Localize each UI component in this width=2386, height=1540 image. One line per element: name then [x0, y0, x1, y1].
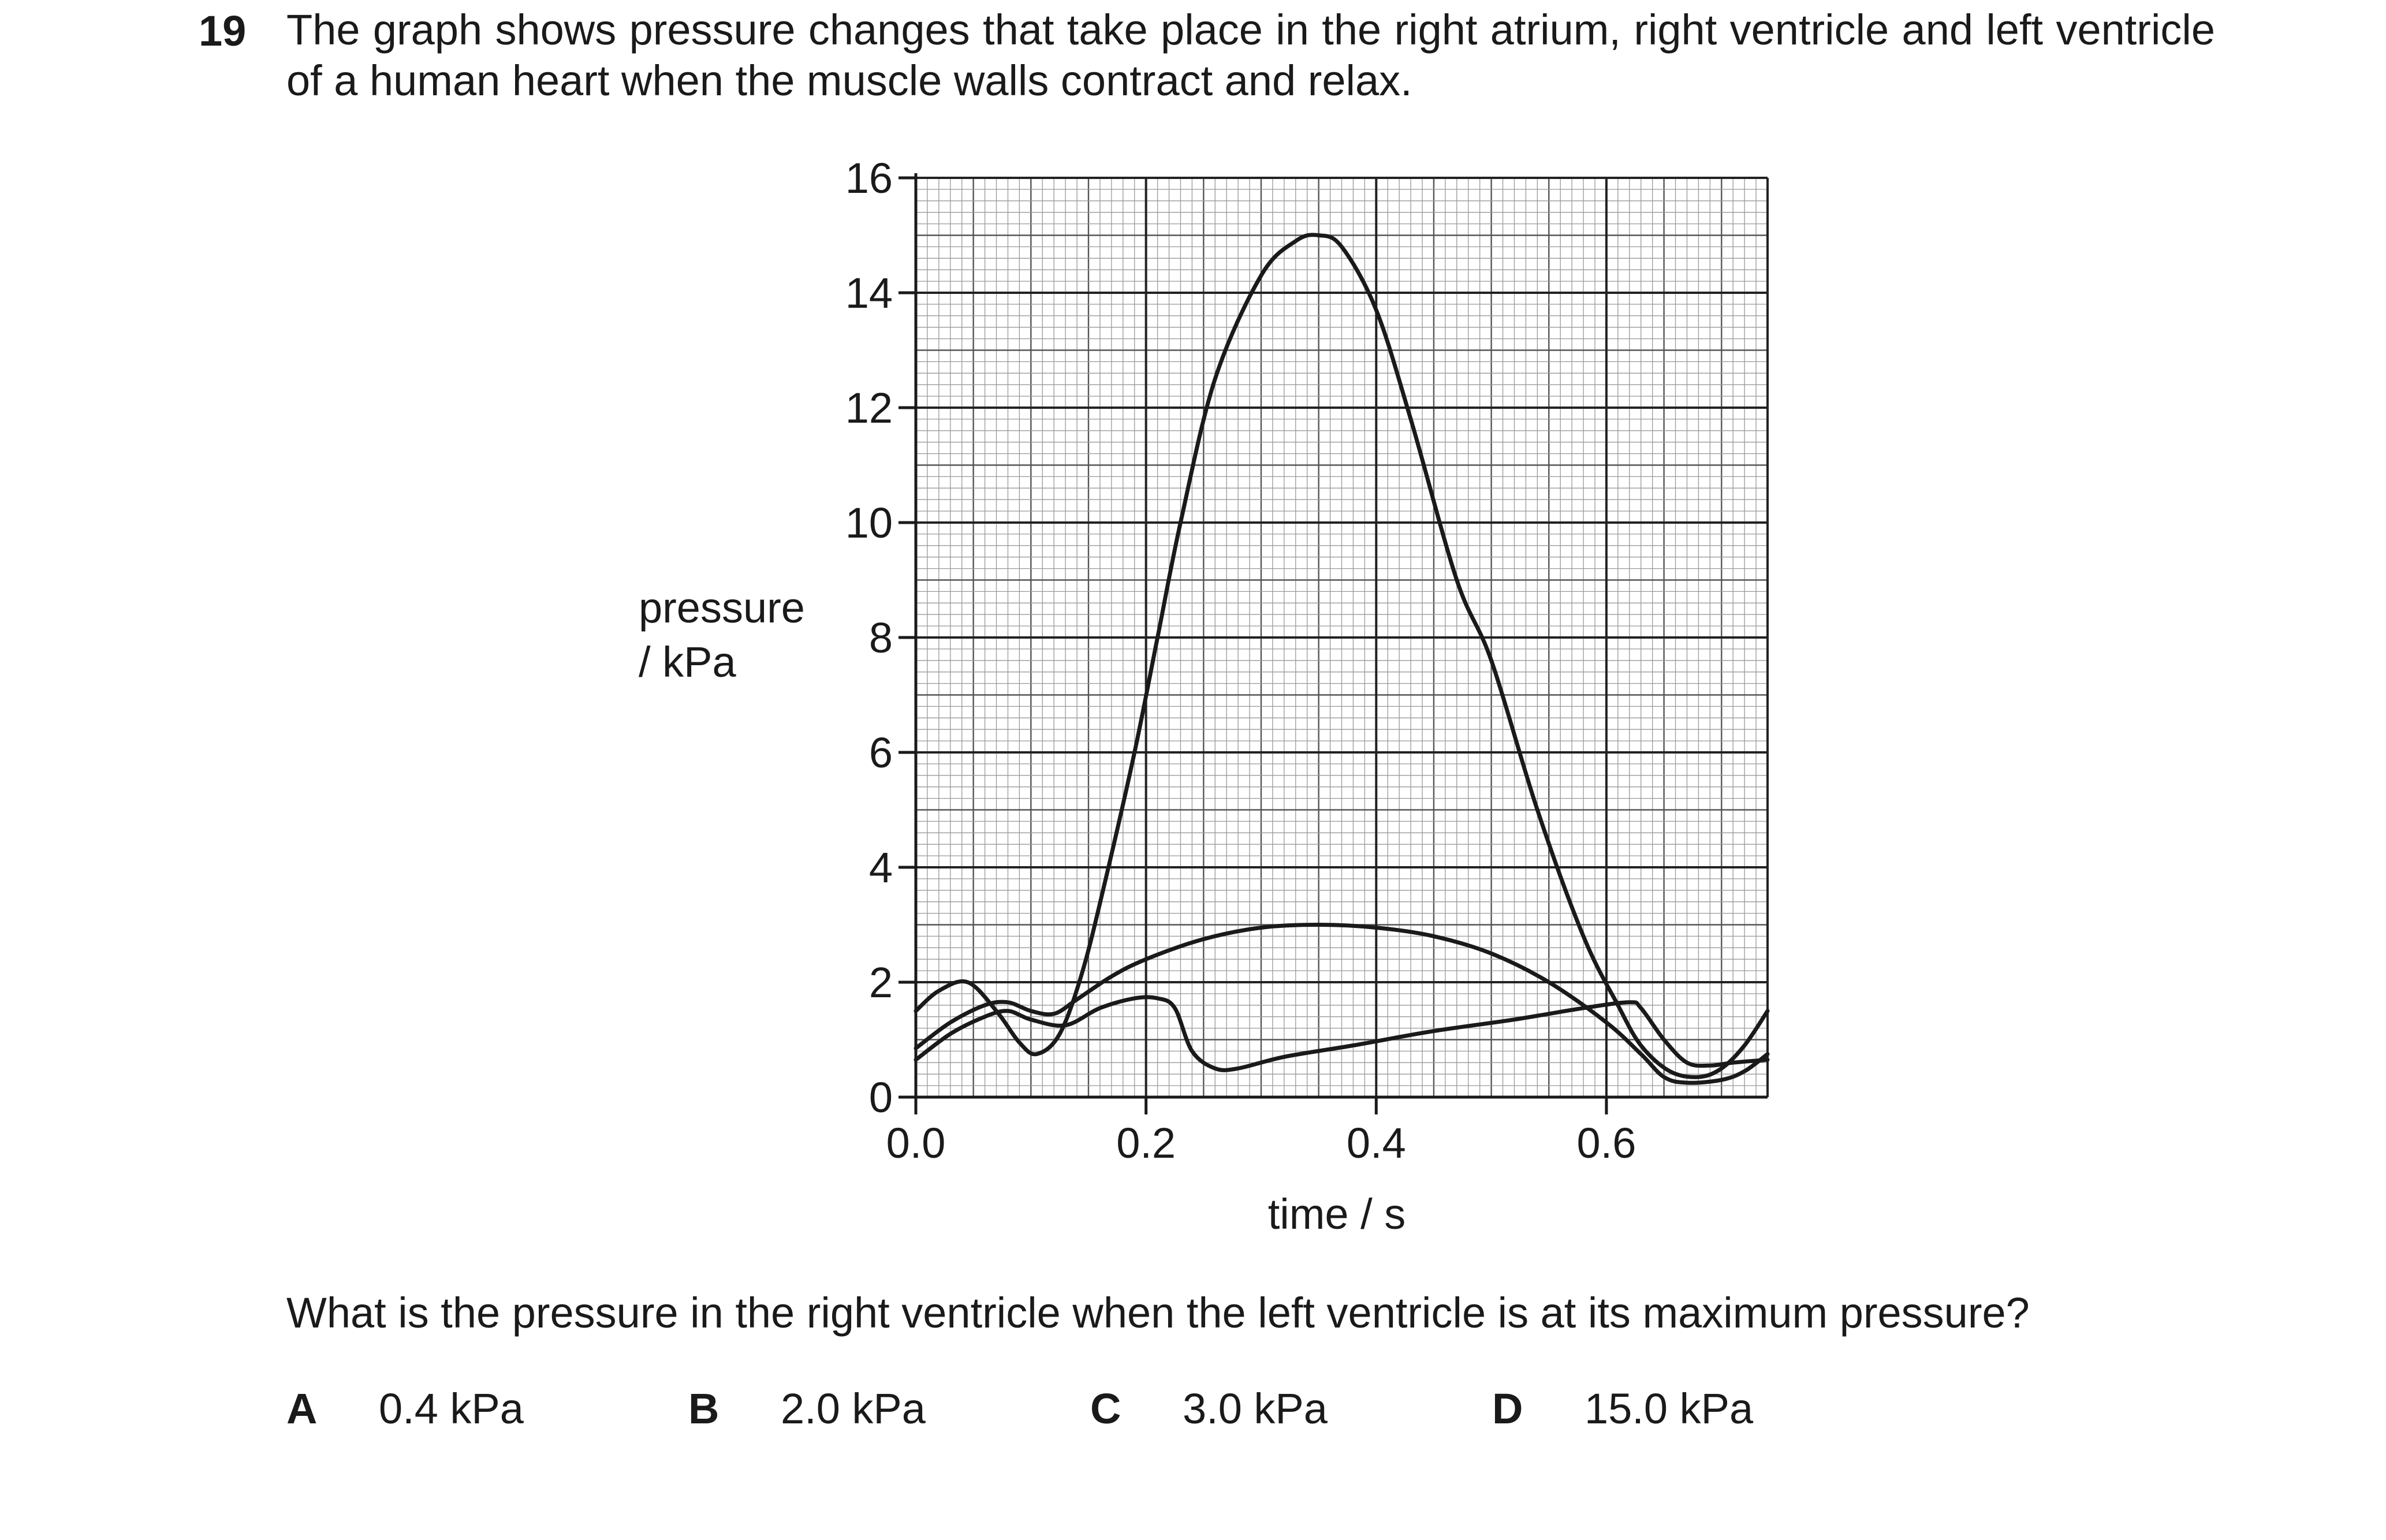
question-stem: The graph shows pressure changes that ta…: [286, 6, 2215, 105]
x-tick-label: 0.2: [1116, 1119, 1176, 1167]
y-tick-label: 0: [869, 1073, 893, 1121]
x-axis-label: time / s: [1268, 1190, 1405, 1238]
option-b-letter: B: [688, 1385, 719, 1433]
y-axis-unit: / kPa: [639, 638, 736, 686]
y-tick-label: 4: [869, 844, 893, 892]
chart-axes: [903, 173, 1768, 1110]
chart-ticks: 0 2 4 6 8 10 12 14 16 0.0 0.2 0.4 0.6: [845, 154, 1636, 1167]
pressure-time-chart: 0 2 4 6 8 10 12 14 16 0.0 0.2 0.4 0.6 pressure / kPa…: [639, 154, 1770, 1238]
option-a-letter: A: [286, 1385, 318, 1433]
option-c-letter: C: [1090, 1385, 1121, 1433]
y-tick-label: 16: [845, 154, 893, 202]
series-line-2: [914, 923, 1770, 1085]
x-tick-label: 0.0: [886, 1119, 946, 1167]
option-c[interactable]: C 3.0 kPa: [1090, 1382, 1328, 1435]
option-a-text: 0.4 kPa: [379, 1385, 524, 1433]
question-prompt: What is the pressure in the right ventri…: [286, 1289, 2030, 1337]
y-tick-label: 6: [869, 729, 893, 777]
option-a[interactable]: A 0.4 kPa: [286, 1382, 524, 1435]
option-d-letter: D: [1492, 1385, 1523, 1433]
option-d[interactable]: D 15.0 kPa: [1492, 1382, 1753, 1435]
series-line-3: [914, 995, 1770, 1072]
y-axis-label: pressure: [639, 584, 805, 632]
x-tick-label: 0.6: [1577, 1119, 1636, 1167]
x-tick-label: 0.4: [1347, 1119, 1406, 1167]
option-c-text: 3.0 kPa: [1183, 1385, 1328, 1433]
option-b[interactable]: B 2.0 kPa: [688, 1382, 926, 1435]
option-b-text: 2.0 kPa: [781, 1385, 926, 1433]
option-d-text: 15.0 kPa: [1585, 1385, 1754, 1433]
y-tick-label: 10: [845, 499, 893, 547]
chart-series-group: [914, 233, 1770, 1085]
y-tick-label: 8: [869, 614, 893, 662]
y-tick-label: 14: [845, 269, 893, 317]
next-question-cutoff: [199, 1524, 2046, 1540]
question-number: 19: [199, 7, 247, 55]
y-tick-label: 12: [845, 384, 893, 432]
y-tick-label: 2: [869, 959, 893, 1006]
